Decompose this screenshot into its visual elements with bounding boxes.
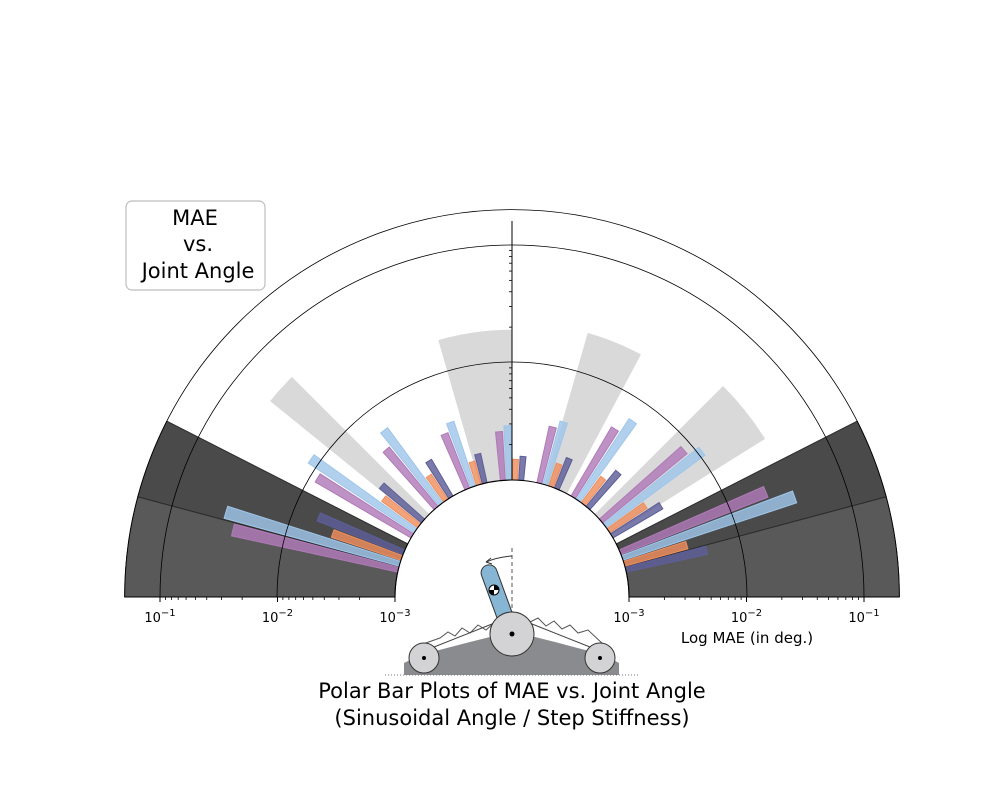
bar-series3-angle5 [512, 458, 520, 481]
band-light-1 [270, 376, 430, 524]
tick-layer: 10−1 10−2 10−3 10−3 10−2 10−1 [144, 597, 880, 626]
left-pulley-axle [422, 656, 426, 660]
right-pulley-axle [598, 656, 602, 660]
band-light-3 [544, 332, 641, 494]
bar-layer [223, 418, 798, 573]
belt-right [526, 621, 601, 652]
tick-label-left-2: 10−2 [262, 608, 293, 626]
tick-label-right-1: 10−3 [613, 608, 644, 626]
robot-joint-illustration [385, 548, 640, 676]
belt-left [423, 621, 498, 652]
textbox-line-3: Joint Angle [140, 259, 255, 283]
center-of-mass-quadrants [489, 585, 499, 595]
angle-arrow-icon [485, 557, 493, 565]
spring-right [519, 615, 605, 646]
spring-left [419, 615, 506, 646]
grid-circle-1 [394, 479, 630, 598]
bar-series4-angle5 [518, 455, 527, 482]
textbox-line-1: MAE [172, 206, 218, 230]
textbox-line-2: vs. [183, 232, 213, 256]
tick-label-right-2: 10−2 [731, 608, 762, 626]
angle-arc [485, 555, 513, 563]
chart-subtitle: (Sinusoidal Angle / Step Stiffness) [334, 706, 689, 730]
x-axis-label: Log MAE (in deg.) [681, 629, 813, 647]
tick-label-left-1: 10−1 [144, 608, 175, 626]
legend-textbox: MAE vs. Joint Angle [125, 200, 266, 291]
tick-label-right-3: 10−1 [848, 608, 879, 626]
chart-title: Polar Bar Plots of MAE vs. Joint Angle [318, 679, 705, 703]
joint-axle [509, 631, 515, 637]
outer-arc [124, 209, 900, 598]
textbox-frame [125, 200, 266, 291]
tick-label-left-3: 10−3 [379, 608, 410, 626]
grid-layer [124, 209, 900, 598]
